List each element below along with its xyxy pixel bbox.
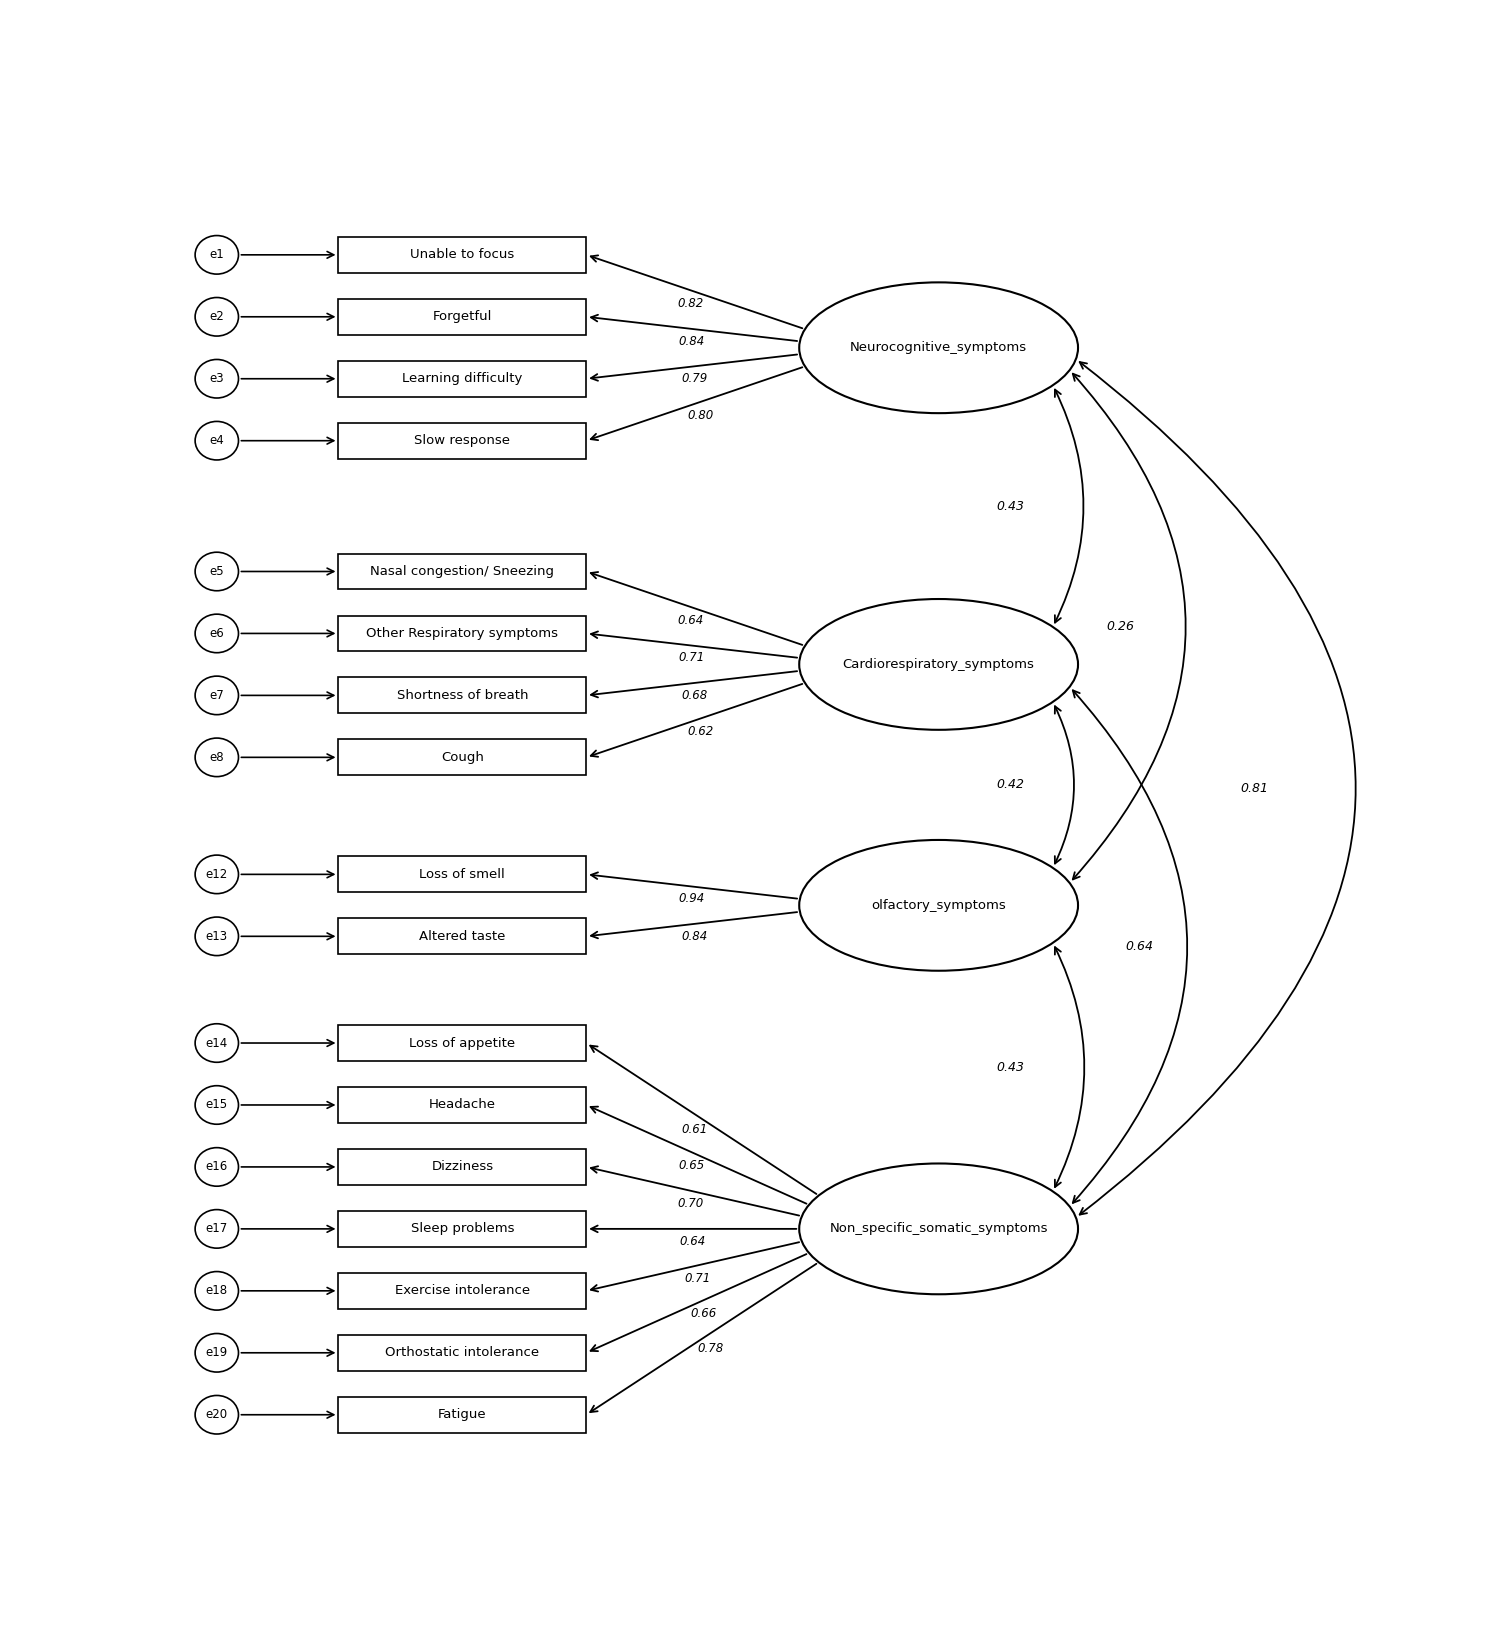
Circle shape [195, 918, 238, 955]
FancyBboxPatch shape [339, 677, 586, 713]
FancyBboxPatch shape [339, 1273, 586, 1309]
Circle shape [195, 298, 238, 335]
Ellipse shape [799, 283, 1078, 414]
Circle shape [195, 676, 238, 715]
Text: Neurocognitive_symptoms: Neurocognitive_symptoms [850, 342, 1027, 355]
Text: 0.65: 0.65 [678, 1160, 705, 1173]
Text: 0.70: 0.70 [678, 1198, 703, 1211]
Text: e20: e20 [205, 1409, 228, 1422]
FancyBboxPatch shape [339, 362, 586, 396]
FancyBboxPatch shape [339, 1211, 586, 1247]
Circle shape [195, 1396, 238, 1435]
Text: Slow response: Slow response [414, 434, 510, 447]
Text: 0.64: 0.64 [678, 614, 703, 627]
Text: 0.78: 0.78 [697, 1342, 724, 1355]
Circle shape [195, 360, 238, 398]
Text: Dizziness: Dizziness [432, 1160, 493, 1173]
Text: e8: e8 [210, 751, 225, 764]
Text: 0.80: 0.80 [688, 409, 714, 422]
Ellipse shape [799, 1163, 1078, 1294]
Text: 0.81: 0.81 [1240, 782, 1268, 795]
Text: Fatigue: Fatigue [438, 1409, 487, 1422]
Text: e17: e17 [205, 1222, 228, 1235]
Circle shape [195, 1086, 238, 1124]
Text: 0.64: 0.64 [679, 1235, 706, 1248]
Ellipse shape [799, 839, 1078, 970]
Circle shape [195, 614, 238, 653]
Text: Non_specific_somatic_symptoms: Non_specific_somatic_symptoms [829, 1222, 1048, 1235]
FancyBboxPatch shape [339, 237, 586, 273]
Text: Altered taste: Altered taste [420, 929, 505, 942]
Circle shape [195, 856, 238, 893]
Text: e19: e19 [205, 1346, 228, 1360]
Text: 0.84: 0.84 [682, 929, 708, 942]
FancyBboxPatch shape [339, 422, 586, 458]
Text: 0.68: 0.68 [682, 689, 708, 702]
Circle shape [195, 236, 238, 275]
Text: e3: e3 [210, 373, 225, 384]
Text: e6: e6 [210, 627, 225, 640]
FancyBboxPatch shape [339, 739, 586, 775]
Text: Unable to focus: Unable to focus [411, 249, 514, 262]
Circle shape [195, 1333, 238, 1373]
FancyBboxPatch shape [339, 553, 586, 589]
Text: 0.84: 0.84 [678, 335, 705, 348]
Text: e14: e14 [205, 1037, 228, 1050]
Text: 0.43: 0.43 [997, 1060, 1024, 1073]
Text: Loss of smell: Loss of smell [420, 867, 505, 880]
Ellipse shape [799, 599, 1078, 730]
Text: Nasal congestion/ Sneezing: Nasal congestion/ Sneezing [370, 564, 555, 578]
Text: Headache: Headache [429, 1098, 496, 1111]
Text: Cardiorespiratory_symptoms: Cardiorespiratory_symptoms [842, 658, 1034, 671]
Circle shape [195, 422, 238, 460]
FancyBboxPatch shape [339, 299, 586, 335]
FancyBboxPatch shape [339, 1148, 586, 1184]
Text: Learning difficulty: Learning difficulty [402, 373, 523, 384]
Circle shape [195, 1209, 238, 1248]
FancyBboxPatch shape [339, 918, 586, 954]
Text: e16: e16 [205, 1160, 228, 1173]
Text: Shortness of breath: Shortness of breath [397, 689, 528, 702]
Text: Sleep problems: Sleep problems [411, 1222, 514, 1235]
FancyBboxPatch shape [339, 1026, 586, 1060]
FancyBboxPatch shape [339, 615, 586, 651]
Text: e7: e7 [210, 689, 225, 702]
Text: e5: e5 [210, 564, 225, 578]
Text: Cough: Cough [441, 751, 484, 764]
Text: 0.43: 0.43 [997, 499, 1024, 512]
Circle shape [195, 553, 238, 591]
Text: e15: e15 [205, 1098, 228, 1111]
Text: olfactory_symptoms: olfactory_symptoms [871, 898, 1006, 911]
Text: 0.71: 0.71 [678, 651, 705, 664]
Circle shape [195, 738, 238, 777]
Text: 0.64: 0.64 [1126, 941, 1153, 954]
Text: 0.66: 0.66 [691, 1307, 717, 1320]
Text: Other Respiratory symptoms: Other Respiratory symptoms [366, 627, 558, 640]
FancyBboxPatch shape [339, 1335, 586, 1371]
Circle shape [195, 1147, 238, 1186]
Text: 0.62: 0.62 [688, 725, 714, 738]
Text: 0.79: 0.79 [682, 373, 708, 384]
Text: e12: e12 [205, 867, 228, 880]
Text: e1: e1 [210, 249, 225, 262]
Circle shape [195, 1271, 238, 1310]
FancyBboxPatch shape [339, 1397, 586, 1433]
Text: e4: e4 [210, 434, 225, 447]
Text: e18: e18 [205, 1284, 228, 1297]
Text: 0.94: 0.94 [678, 892, 705, 905]
Text: Orthostatic intolerance: Orthostatic intolerance [385, 1346, 540, 1360]
Text: 0.42: 0.42 [997, 779, 1024, 792]
Text: 0.71: 0.71 [685, 1271, 711, 1284]
Text: e13: e13 [205, 929, 228, 942]
Text: Loss of appetite: Loss of appetite [409, 1037, 516, 1050]
Text: Exercise intolerance: Exercise intolerance [394, 1284, 529, 1297]
FancyBboxPatch shape [339, 1086, 586, 1122]
Text: 0.26: 0.26 [1106, 620, 1133, 633]
FancyBboxPatch shape [339, 857, 586, 892]
Text: 0.61: 0.61 [681, 1122, 708, 1135]
Text: Forgetful: Forgetful [433, 311, 492, 324]
Text: e2: e2 [210, 311, 225, 324]
Text: 0.82: 0.82 [678, 298, 703, 311]
Circle shape [195, 1024, 238, 1062]
